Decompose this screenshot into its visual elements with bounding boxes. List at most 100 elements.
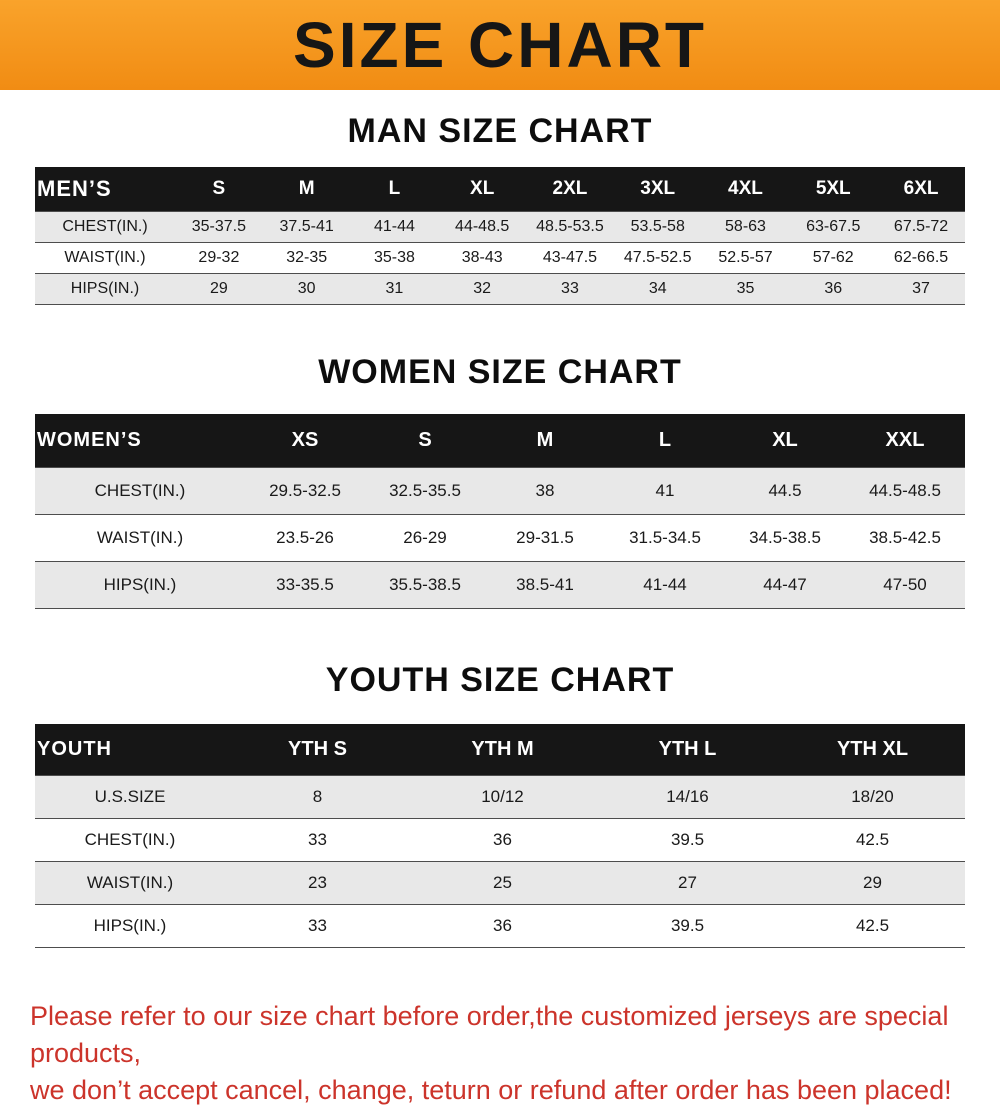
- size-header-cell: S: [212, 178, 226, 199]
- measurement-value-cell: 36: [824, 280, 843, 297]
- man-size-chart-heading: MAN SIZE CHART: [347, 112, 653, 150]
- measurement-value-cell: 38.5-41: [516, 575, 574, 594]
- size-header-cell: YTH L: [658, 738, 717, 760]
- size-header-cell: YTH M: [471, 738, 534, 760]
- measurement-value-cell: 31: [385, 280, 404, 297]
- table-title-cell: YOUTH: [37, 738, 112, 760]
- measurement-value-cell: 29-31.5: [516, 528, 574, 547]
- measurement-value-cell: 43-47.5: [542, 249, 598, 266]
- measurement-value-cell: 33: [308, 916, 327, 935]
- measurement-value-cell: 52.5-57: [718, 249, 773, 266]
- measurement-label-cell: WAIST(IN.): [96, 528, 184, 547]
- measurement-value-cell: 41-44: [643, 575, 687, 594]
- measurement-label-cell: CHEST(IN.): [84, 830, 176, 849]
- table-row: HIPS(IN.) 33 36 39.5 42.5: [35, 904, 965, 948]
- table-row: CHEST(IN.) 29.5-32.5 32.5-35.5 38 41 44.5 44.5…: [35, 467, 965, 515]
- measurement-value-cell: 35-37.5: [191, 218, 247, 235]
- banner: SIZE CHART: [0, 0, 1000, 90]
- size-header-cell: M: [298, 178, 315, 199]
- measurement-value-cell: 32.5-35.5: [389, 481, 461, 500]
- size-header-cell: 2XL: [552, 178, 588, 199]
- disclaimer-line-2: we don’t accept cancel, change, teturn o…: [30, 1075, 952, 1105]
- measurement-value-cell: 32-35: [286, 249, 328, 266]
- measurement-value-cell: 29: [863, 873, 882, 892]
- table-title-cell: WOMEN’S: [37, 429, 142, 451]
- measurement-value-cell: 44-47: [763, 575, 807, 594]
- page-title: SIZE CHART: [293, 9, 707, 81]
- measurement-value-cell: 67.5-72: [893, 218, 949, 235]
- size-header-cell: 4XL: [728, 178, 763, 199]
- measurement-value-cell: 44.5: [768, 481, 802, 500]
- table-row: HIPS(IN.) 29 30 31 32 33 34 35 36 37: [35, 273, 965, 305]
- measurement-value-cell: 36: [493, 830, 512, 849]
- men-size-table: MEN’S S M L XL 2XL 3XL 4XL 5XL 6XL CHEST(IN.) 35-37…: [35, 167, 965, 305]
- measurement-value-cell: 41: [655, 481, 675, 500]
- measurement-value-cell: 39.5: [670, 830, 705, 849]
- measurement-label-cell: HIPS(IN.): [93, 916, 167, 935]
- table-row: WAIST(IN.) 23.5-26 26-29 29-31.5 31.5-34.5 34…: [35, 514, 965, 562]
- table-row: U.S.SIZE 8 10/12 14/16 18/20: [35, 775, 965, 819]
- size-header-cell: 5XL: [815, 178, 851, 199]
- size-header-cell: 6XL: [903, 178, 939, 199]
- table-row: CHEST(IN.) 33 36 39.5 42.5: [35, 818, 965, 862]
- measurement-value-cell: 57-62: [812, 249, 854, 266]
- measurement-label-cell: HIPS(IN.): [70, 280, 140, 297]
- measurement-value-cell: 53.5-58: [630, 218, 685, 235]
- size-header-cell: S: [418, 429, 432, 451]
- measurement-value-cell: 39.5: [670, 916, 705, 935]
- table-row: WAIST(IN.) 23 25 27 29: [35, 861, 965, 905]
- measurement-value-cell: 31.5-34.5: [629, 528, 701, 547]
- size-header-cell: L: [388, 178, 401, 199]
- measurement-value-cell: 32: [473, 280, 492, 297]
- table-row: WAIST(IN.) 29-32 32-35 35-38 38-43 43-47.5 47.…: [35, 242, 965, 274]
- size-header-cell: 3XL: [640, 178, 676, 199]
- size-header-cell: XXL: [885, 429, 925, 451]
- measurement-value-cell: 29.5-32.5: [269, 481, 341, 500]
- size-header-cell: M: [536, 429, 554, 451]
- measurement-value-cell: 23: [308, 873, 327, 892]
- measurement-value-cell: 34.5-38.5: [749, 528, 821, 547]
- measurement-value-cell: 35-38: [373, 249, 415, 266]
- measurement-value-cell: 38.5-42.5: [869, 528, 941, 547]
- measurement-value-cell: 29-32: [198, 249, 240, 266]
- table-row: HIPS(IN.) 33-35.5 35.5-38.5 38.5-41 41-44 44-…: [35, 561, 965, 609]
- women-size-table: WOMEN’S XS S M L XL XXL CHEST(IN.) 29.5-32.5 32.5…: [35, 414, 965, 609]
- youth-size-table: YOUTH YTH S YTH M YTH L YTH XL U.S.SIZE 8 10/12…: [35, 724, 965, 948]
- measurement-value-cell: 25: [493, 873, 512, 892]
- measurement-value-cell: 18/20: [851, 787, 894, 806]
- table-title-cell: MEN’S: [37, 176, 112, 201]
- measurement-value-cell: 33-35.5: [276, 575, 334, 594]
- measurement-value-cell: 26-29: [403, 528, 447, 547]
- youth-size-chart-heading: YOUTH SIZE CHART: [325, 661, 675, 699]
- measurement-value-cell: 38-43: [461, 249, 503, 266]
- size-header-cell: XL: [772, 429, 798, 451]
- measurement-value-cell: 36: [493, 916, 512, 935]
- measurement-value-cell: 41-44: [373, 218, 415, 235]
- size-header-cell: XS: [291, 429, 319, 451]
- measurement-value-cell: 8: [312, 787, 323, 806]
- measurement-value-cell: 10/12: [481, 787, 524, 806]
- measurement-value-cell: 58-63: [725, 218, 766, 235]
- disclaimer-text: Please refer to our size chart before or…: [0, 988, 1000, 1109]
- measurement-label-cell: WAIST(IN.): [64, 249, 146, 266]
- measurement-value-cell: 35.5-38.5: [389, 575, 461, 594]
- measurement-value-cell: 42.5: [855, 830, 890, 849]
- measurement-value-cell: 37: [912, 280, 930, 297]
- measurement-label-cell: CHEST(IN.): [94, 481, 186, 500]
- measurement-label-cell: WAIST(IN.): [86, 873, 174, 892]
- measurement-value-cell: 47.5-52.5: [623, 249, 692, 266]
- measurement-value-cell: 63-67.5: [806, 218, 861, 235]
- measurement-label-cell: U.S.SIZE: [94, 787, 166, 806]
- table-header-row: WOMEN’S XS S M L XL XXL: [35, 414, 965, 468]
- size-header-cell: YTH XL: [836, 738, 909, 760]
- measurement-value-cell: 29: [209, 280, 228, 297]
- table-header-row: MEN’S S M L XL 2XL 3XL 4XL 5XL 6XL: [35, 167, 965, 212]
- measurement-value-cell: 34: [648, 280, 667, 297]
- measurement-value-cell: 44.5-48.5: [869, 481, 941, 500]
- measurement-value-cell: 62-66.5: [893, 249, 949, 266]
- size-header-cell: L: [658, 429, 672, 451]
- women-size-chart-heading: WOMEN SIZE CHART: [318, 353, 682, 391]
- measurement-value-cell: 35: [736, 280, 755, 297]
- table-row: CHEST(IN.) 35-37.5 37.5-41 41-44 44-48.5 48.5…: [35, 211, 965, 243]
- measurement-value-cell: 33: [308, 830, 327, 849]
